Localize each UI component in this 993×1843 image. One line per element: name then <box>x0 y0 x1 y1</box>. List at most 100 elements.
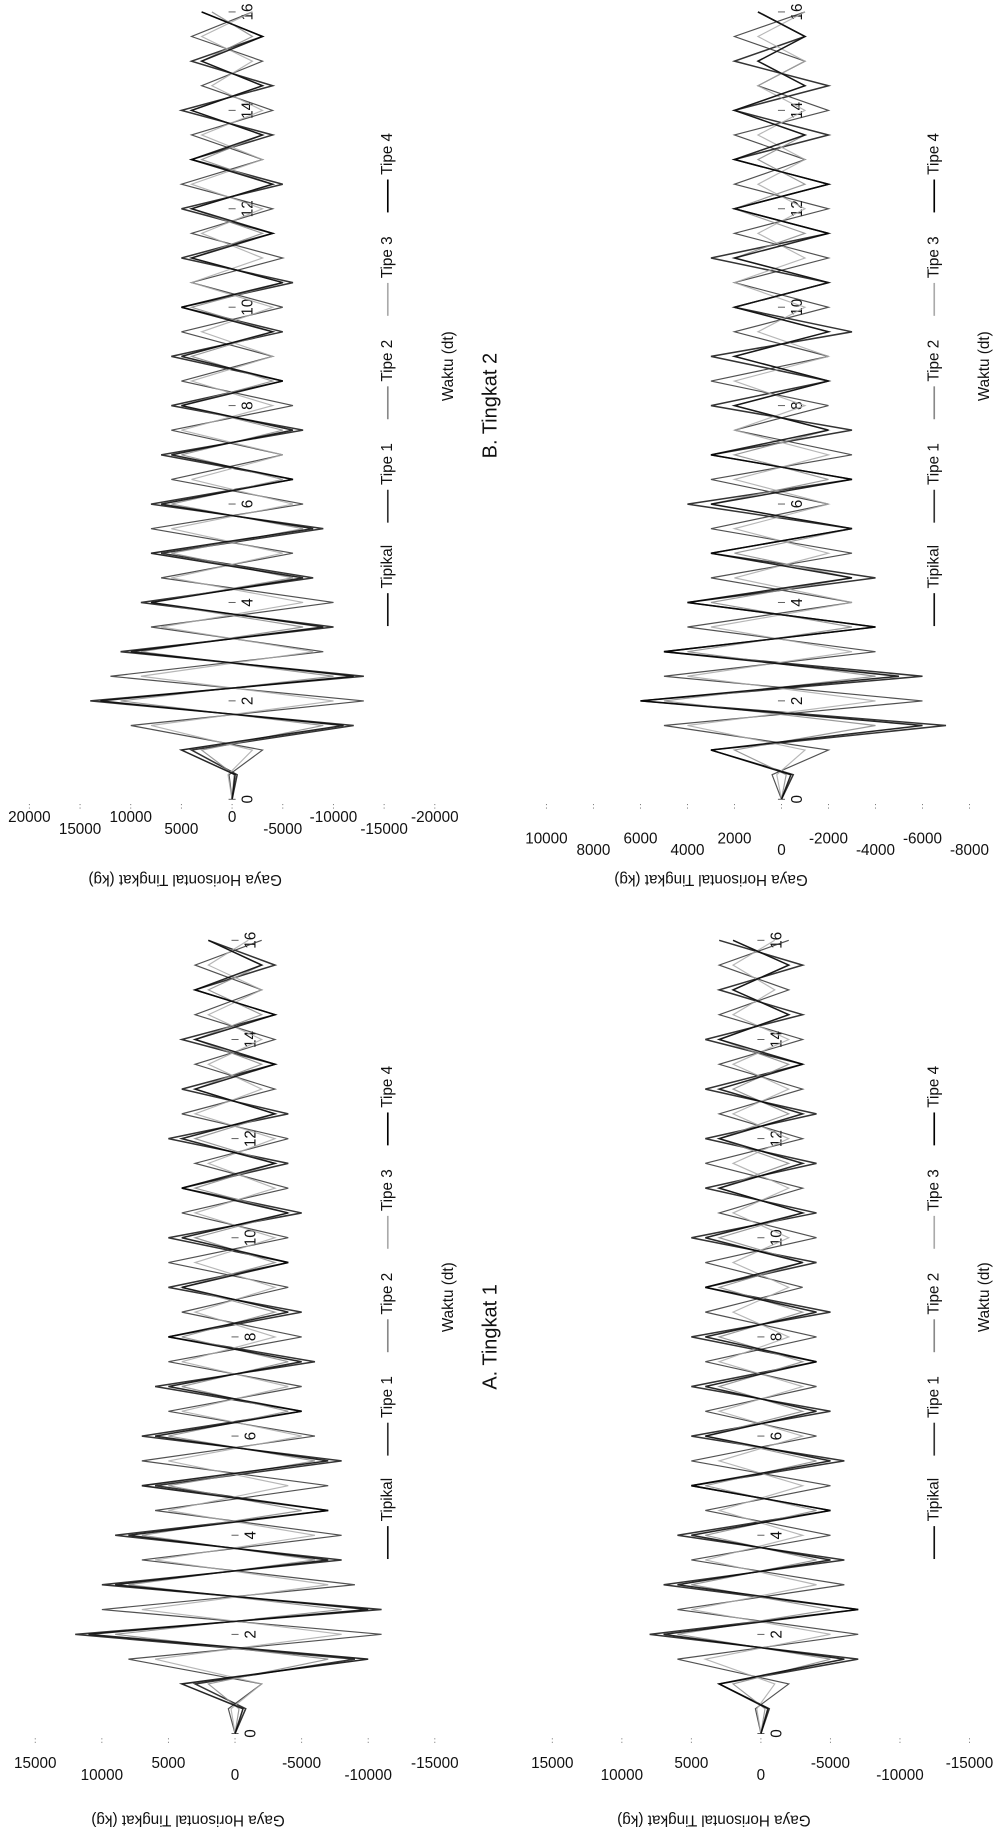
y-tick-label: -5000 <box>263 821 302 838</box>
y-tick-label: -15000 <box>411 1755 459 1772</box>
x-tick-label: 2 <box>243 1630 260 1639</box>
y-tick-label: 0 <box>757 1767 766 1784</box>
x-tick-label: 14 <box>768 1030 785 1047</box>
x-tick-label: 2 <box>789 697 806 706</box>
x-tick-label: 8 <box>789 401 806 410</box>
legend-label: Tipe 2 <box>379 340 396 382</box>
x-tick-label: 14 <box>789 101 806 118</box>
series-line <box>88 939 369 1734</box>
x-tick-label: 6 <box>243 1432 260 1441</box>
chart: 15000 10000 5000 0 -5000 -10000 -15000 0 2 4 6 8 10 1… <box>531 932 993 1828</box>
y-tick-label: 2000 <box>717 830 751 847</box>
series-line <box>640 11 947 800</box>
y-tick-label: -15000 <box>360 821 408 838</box>
x-tick-label: 4 <box>243 1530 260 1539</box>
series-line <box>90 11 364 800</box>
series-line <box>663 11 923 800</box>
legend-label: Tipe 1 <box>379 1376 396 1418</box>
x-tick-label: 2 <box>240 697 257 706</box>
x-tick-label: 10 <box>243 1229 260 1246</box>
x-tick-label: 12 <box>243 1130 260 1147</box>
x-tick-label: 0 <box>243 1729 260 1738</box>
y-tick-label: 15000 <box>14 1755 56 1772</box>
y-axis-label: Gaya Horisontal Tingkat (kg) <box>88 871 281 888</box>
x-tick-label: 12 <box>789 200 806 217</box>
y-tick-label: 6000 <box>623 830 657 847</box>
legend-label: Tipe 4 <box>925 132 942 174</box>
x-tick-label: 16 <box>768 932 785 949</box>
series-line <box>649 939 859 1734</box>
legend-label: Tipikal <box>925 545 942 589</box>
y-tick-label: -8000 <box>950 842 989 859</box>
x-axis-label: Waktu (dt) <box>976 331 993 401</box>
series-line <box>100 11 354 800</box>
x-axis-label: Waktu (dt) <box>440 1262 457 1332</box>
y-tick-label: 5000 <box>151 1755 185 1772</box>
y-tick-label: -2000 <box>809 830 848 847</box>
series-line <box>691 939 831 1734</box>
y-axis-label: Gaya Horisontal Tingkat (kg) <box>91 1811 284 1828</box>
legend-label: Tipe 1 <box>925 443 942 485</box>
legend-label: Tipe 3 <box>379 1169 396 1211</box>
series-line <box>141 939 342 1734</box>
legend-label: Tipe 2 <box>379 1273 396 1315</box>
y-tick-label: 4000 <box>670 842 704 859</box>
series-line <box>115 939 342 1734</box>
y-tick-label: -10000 <box>344 1767 392 1784</box>
x-tick-label: 10 <box>768 1229 785 1246</box>
x-tick-label: 12 <box>768 1130 785 1147</box>
x-axis-label: Waktu (dt) <box>976 1262 993 1332</box>
x-tick-label: 4 <box>789 598 806 607</box>
x-tick-label: 4 <box>768 1530 785 1539</box>
y-tick-label: -10000 <box>310 809 358 826</box>
y-tick-label: 20000 <box>8 809 50 826</box>
series-line <box>140 11 334 800</box>
legend-label: Tipikal <box>925 1478 942 1522</box>
series-line <box>677 939 831 1734</box>
y-tick-label: -20000 <box>411 809 459 826</box>
series-line <box>110 11 364 800</box>
y-tick-label: -6000 <box>903 830 942 847</box>
y-tick-label: -5000 <box>811 1755 850 1772</box>
chart-title: A. Tingkat 1 <box>479 1284 501 1389</box>
y-tick-label: 0 <box>777 842 786 859</box>
x-axis-label: Waktu (dt) <box>440 331 457 401</box>
y-tick-label: 15000 <box>531 1755 573 1772</box>
chart: 10000 8000 6000 4000 2000 0 -2000 -4000 -6000 -80… <box>525 3 993 888</box>
x-tick-label: 0 <box>240 795 257 804</box>
y-tick-label: 0 <box>231 1767 240 1784</box>
y-tick-label: 5000 <box>164 821 198 838</box>
series-line <box>663 939 859 1734</box>
legend-label: Tipe 1 <box>379 443 396 485</box>
legend-label: Tipe 1 <box>925 1376 942 1418</box>
y-tick-label: 10000 <box>81 1767 123 1784</box>
y-tick-label: -15000 <box>946 1755 993 1772</box>
series-line <box>687 11 876 800</box>
legend-label: Tipe 2 <box>925 1273 942 1315</box>
legend-label: Tipikal <box>379 545 396 589</box>
x-tick-label: 10 <box>240 299 257 316</box>
series-line <box>75 939 382 1734</box>
legend-label: Tipe 4 <box>379 132 396 174</box>
legend-label: Tipe 4 <box>925 1065 942 1107</box>
x-tick-label: 0 <box>789 795 806 804</box>
legend-label: Tipe 4 <box>379 1065 396 1107</box>
legend-label: Tipe 3 <box>925 1169 942 1211</box>
x-tick-label: 16 <box>243 932 260 949</box>
y-tick-label: 0 <box>228 809 237 826</box>
x-tick-label: 16 <box>240 3 257 20</box>
x-tick-label: 6 <box>789 500 806 509</box>
y-tick-label: -4000 <box>856 842 895 859</box>
legend-label: Tipe 2 <box>925 340 942 382</box>
x-tick-label: 8 <box>768 1333 785 1342</box>
chart-title: B. Tingkat 2 <box>479 353 501 458</box>
x-tick-label: 8 <box>243 1333 260 1342</box>
y-tick-label: 5000 <box>674 1755 708 1772</box>
y-tick-label: 10000 <box>525 830 567 847</box>
x-tick-label: 6 <box>768 1432 785 1441</box>
y-tick-label: 8000 <box>576 842 610 859</box>
chart: 20000 15000 10000 5000 0 -5000 -10000-15000-20… <box>8 3 501 888</box>
x-tick-label: 4 <box>240 598 257 607</box>
